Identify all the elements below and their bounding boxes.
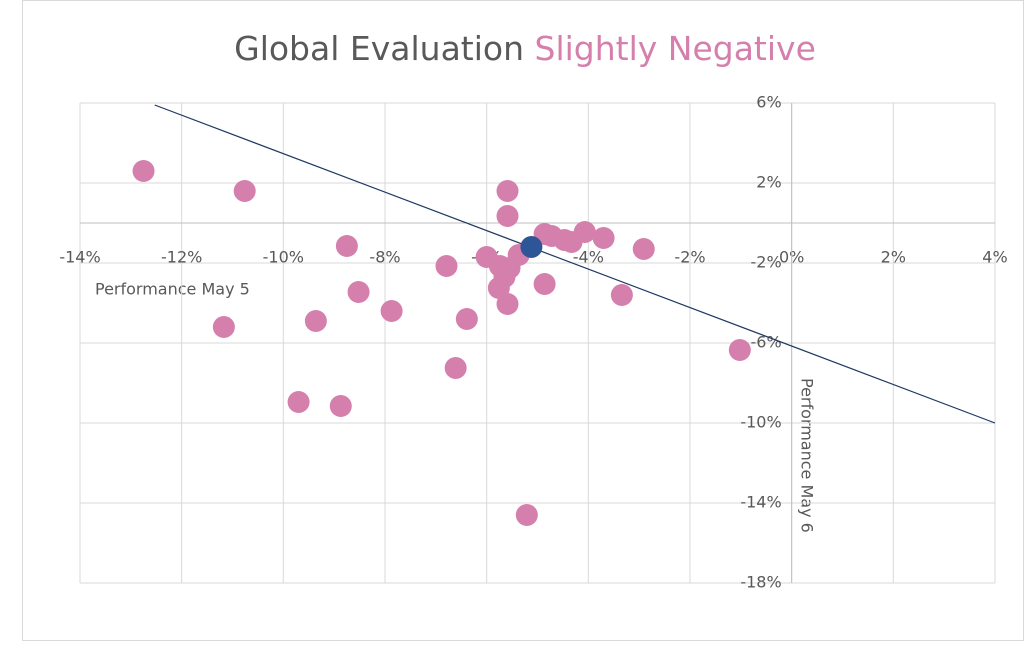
scatter-point [455, 308, 478, 330]
title-evaluation: Slightly Negative [535, 29, 816, 68]
y-tick-label: -2% [751, 253, 782, 272]
scatter-point [132, 160, 155, 182]
x-tick-label: 2% [881, 248, 906, 267]
scatter-point [520, 236, 543, 258]
scatter-point [380, 300, 403, 322]
x-tick-label: 4% [982, 248, 1007, 267]
scatter-point [632, 238, 655, 260]
scatter-point [212, 316, 235, 338]
x-tick-label: -14% [59, 248, 100, 267]
x-tick-label: -4% [573, 248, 604, 267]
scatter-point [496, 205, 519, 227]
chart-title: Global Evaluation Slightly Negative [234, 29, 816, 68]
x-axis-label: Performance May 5 [95, 280, 250, 299]
scatter-point [496, 180, 519, 202]
scatter-point [304, 310, 327, 332]
scatter-point [233, 180, 256, 202]
scatter-point [610, 284, 633, 306]
scatter-point [287, 391, 310, 413]
scatter-point [728, 339, 751, 361]
scatter-point [496, 293, 519, 315]
x-tick-label: -10% [263, 248, 304, 267]
scatter-point [515, 504, 538, 526]
title-main: Global Evaluation [234, 29, 534, 68]
y-tick-label: -6% [751, 333, 782, 352]
x-tick-label: -2% [674, 248, 705, 267]
trendline [154, 104, 996, 424]
scatter-point [573, 221, 596, 243]
y-tick-label: 2% [756, 173, 781, 192]
scatter-point [347, 281, 370, 303]
chart-border [22, 0, 1024, 641]
scatter-point [435, 255, 458, 277]
y-tick-label: -14% [740, 493, 781, 512]
scatter-point [444, 357, 467, 379]
y-tick-label: 6% [756, 93, 781, 112]
x-tick-label: -12% [161, 248, 202, 267]
y-tick-label: -10% [740, 413, 781, 432]
scatter-point [335, 235, 358, 257]
y-tick-label: -18% [740, 573, 781, 592]
scatter-point [533, 273, 556, 295]
scatter-point [329, 395, 352, 417]
scatter-point [592, 227, 615, 249]
y-axis-label: Performance May 6 [798, 378, 817, 533]
x-tick-label: -8% [369, 248, 400, 267]
